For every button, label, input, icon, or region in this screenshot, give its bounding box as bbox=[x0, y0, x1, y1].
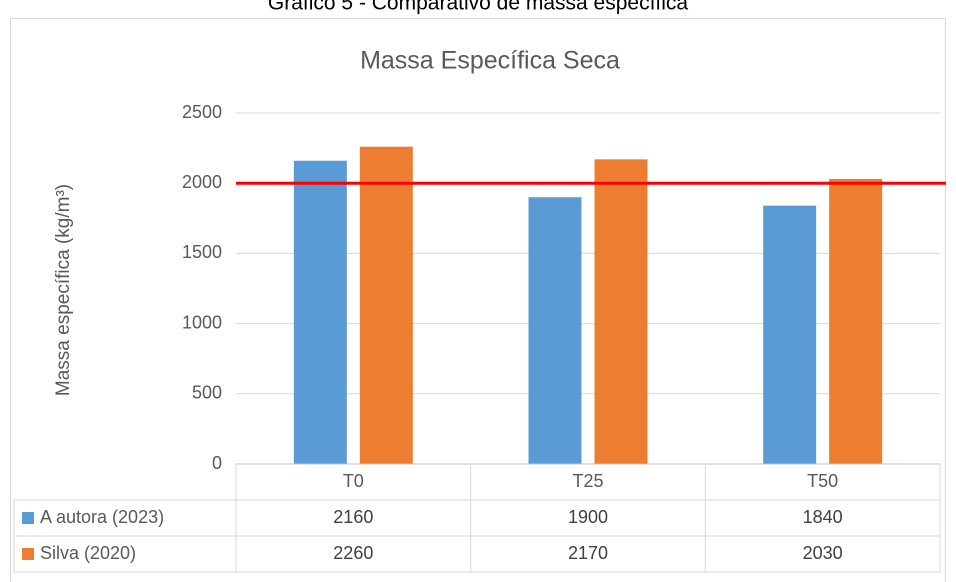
x-tick-label: T25 bbox=[572, 471, 603, 491]
chart-frame bbox=[10, 18, 946, 582]
y-tick-label: 1000 bbox=[182, 312, 222, 332]
bar bbox=[763, 205, 817, 464]
table-value: 2260 bbox=[333, 543, 373, 563]
bar bbox=[829, 178, 883, 464]
caption: Gráfico 5 - Comparativo de massa específ… bbox=[268, 0, 688, 15]
bar bbox=[594, 159, 648, 464]
y-axis-label: Massa específica (kg/m³) bbox=[53, 184, 74, 396]
y-tick-label: 0 bbox=[212, 453, 222, 473]
x-tick-label: T50 bbox=[807, 471, 838, 491]
x-tick-label: T0 bbox=[343, 471, 364, 491]
chart-title: Massa Específica Seca bbox=[360, 47, 620, 75]
table-value: 2170 bbox=[568, 543, 608, 563]
bar bbox=[528, 197, 582, 465]
y-tick-label: 1500 bbox=[182, 242, 222, 262]
legend-swatch bbox=[22, 512, 34, 524]
table-value: 1840 bbox=[803, 507, 843, 527]
table-value: 2030 bbox=[803, 543, 843, 563]
y-tick-label: 500 bbox=[192, 383, 222, 403]
legend-label: Silva (2020) bbox=[40, 543, 136, 563]
y-tick-label: 2000 bbox=[182, 172, 222, 192]
legend-swatch bbox=[22, 548, 34, 560]
table-value: 2160 bbox=[333, 507, 373, 527]
table-value: 1900 bbox=[568, 507, 608, 527]
bar bbox=[359, 146, 413, 465]
bar bbox=[293, 160, 347, 464]
legend-label: A autora (2023) bbox=[40, 507, 164, 527]
y-tick-label: 2500 bbox=[182, 102, 222, 122]
